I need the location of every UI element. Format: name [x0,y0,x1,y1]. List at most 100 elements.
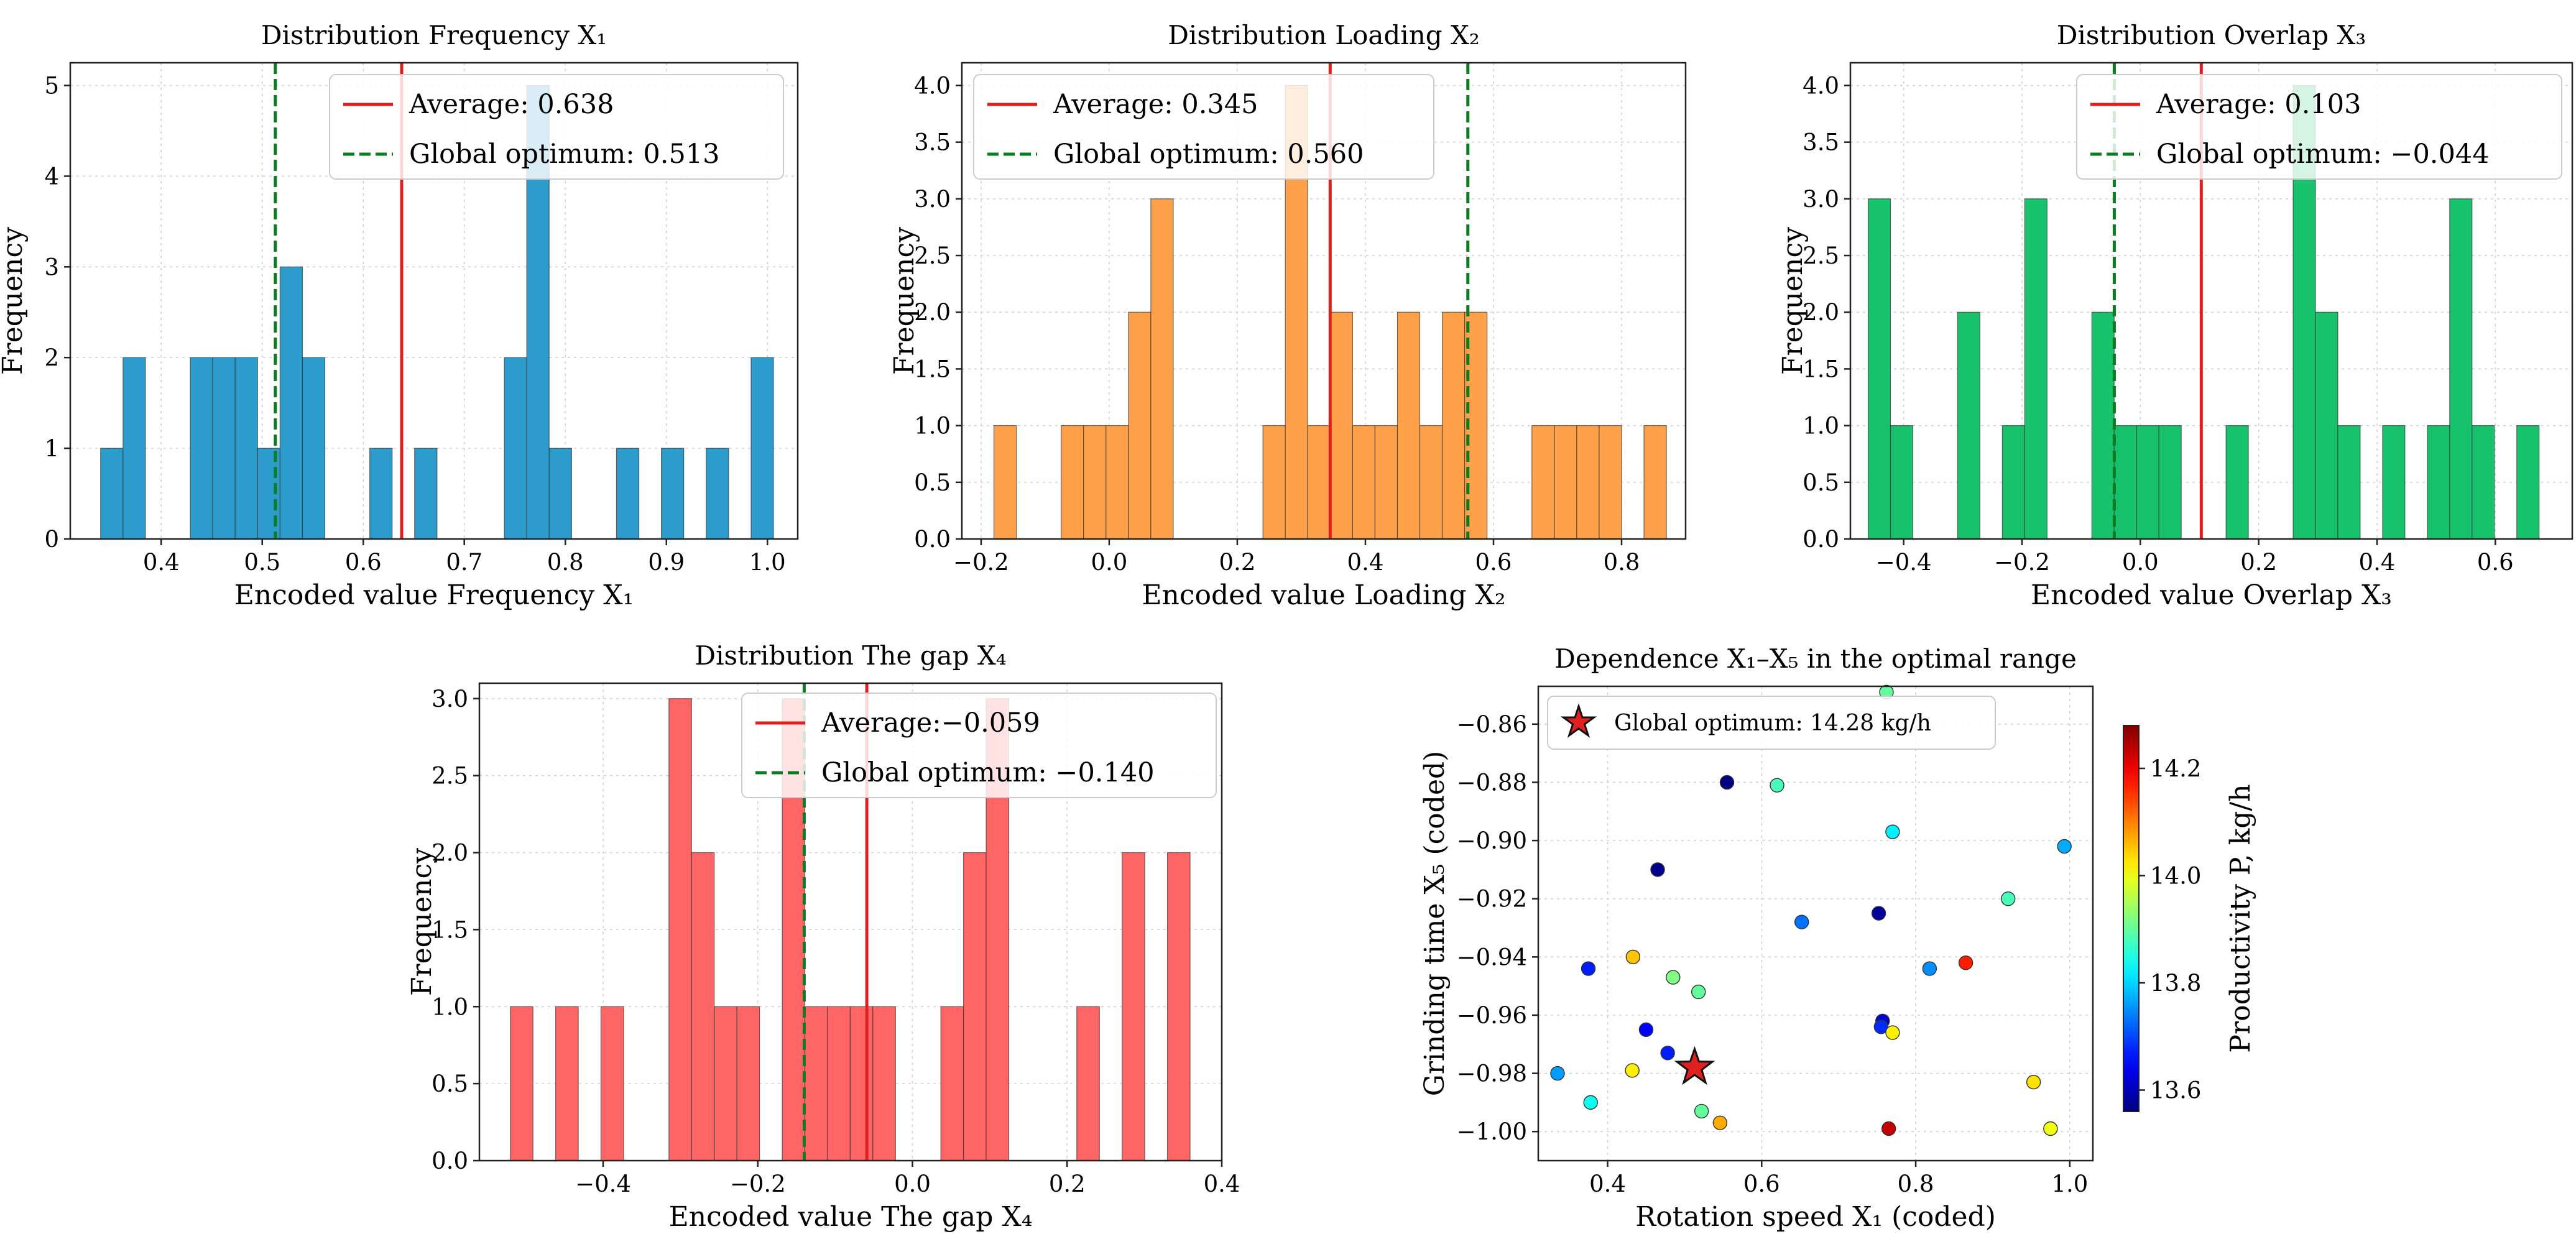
histogram-bar [993,425,1017,540]
chart-panel-5: 0.4 0.6 0.8 1.0 −1.00 −0.98 −0.96 −0.94 −0.92 −0.… [1419,643,2256,1233]
histogram-bar [1329,311,1353,540]
histogram-bar [2472,425,2495,540]
legend-box [741,693,1217,798]
x-tick-label: 0.6 [2477,549,2514,576]
y-axis-label: Grinding time X₅ (coded) [1419,751,1451,1097]
legend-average-label: Average: 0.103 [2156,89,2361,120]
legend-box [1547,696,1996,750]
y-axis-label: Frequency [0,227,29,375]
histogram-bar [1576,425,1600,540]
x-tick-label: 0.4 [1204,1171,1240,1197]
histogram-bar [2158,425,2182,540]
chart-title: Dependence X₁–X₅ in the optimal range [1554,643,2077,674]
histogram-bar [2449,198,2473,540]
histogram-bar [1396,311,1421,540]
colorbar-label: Productivity P, kg/h [2225,784,2256,1052]
y-tick-label: 0.0 [1803,526,1839,553]
y-tick-label: 1.0 [432,993,468,1020]
scatter-point [2043,1121,2058,1136]
legend-box [2076,74,2562,180]
x-tick-label: 0.2 [1219,549,1256,576]
x-tick-label: 0.0 [2122,549,2159,576]
histogram-bar [2382,425,2406,540]
y-tick-label: 5 [44,72,59,99]
y-tick-label: 0.5 [914,469,951,496]
histogram-bar [510,1006,533,1161]
x-tick-label: 0.5 [244,549,280,576]
histogram-bar [691,852,715,1161]
y-tick-label: 2 [44,344,59,371]
histogram-bar [872,1006,896,1161]
histogram-bar [963,852,987,1161]
x-tick-label: −0.2 [1994,549,2050,576]
histogram-bar [827,1006,851,1161]
y-tick-label: 2.5 [432,763,468,790]
scatter-point [1770,778,1784,793]
scatter-point [1583,1095,1598,1110]
colorbar-tick-label: 14.2 [2150,755,2201,782]
histogram-bar [369,448,393,540]
histogram-bar [1262,425,1286,540]
chart-title: Distribution Frequency X₁ [261,20,607,50]
scatter-point [1794,914,1809,929]
y-tick-label: 1 [44,435,59,462]
x-tick-label: 0.6 [1743,1171,1780,1197]
legend: Average: 0.638 Global optimum: 0.513 [329,74,784,180]
y-tick-label: −1.00 [1457,1118,1527,1145]
histogram-bar [1128,311,1152,540]
x-tick-label: 0.9 [648,549,685,576]
y-tick-label: 2.0 [432,840,468,867]
histogram-bar [750,357,774,540]
histogram-bar [122,357,146,540]
histogram-bar [2091,311,2115,540]
x-tick-label: 0.4 [143,549,180,576]
histogram-bar [1531,425,1555,540]
histogram-bar [100,448,124,540]
legend: Average: 0.345 Global optimum: 0.560 [973,74,1434,180]
scatter-point [1638,1022,1654,1038]
x-tick-label: 0.0 [1091,549,1127,576]
x-tick-label: 0.0 [894,1171,931,1197]
histogram-bar [849,1006,874,1161]
x-tick-label: 0.4 [1347,549,1384,576]
histogram-bar [1599,425,1622,540]
y-tick-label: 1.5 [432,916,468,943]
colorbar-tick-label: 14.0 [2150,863,2201,890]
histogram-bar [1867,198,1891,540]
y-tick-label: −0.86 [1457,711,1527,738]
x-tick-label: 0.7 [446,549,482,576]
legend: Average: 0.103 Global optimum: −0.044 [2076,74,2562,180]
colorbar-tick-label: 13.8 [2150,970,2201,997]
histogram-bar [1643,425,1667,540]
histogram-bar [1061,425,1084,540]
histogram-bar [804,1006,828,1161]
scatter-point [1666,970,1681,985]
colorbar-tick-label: 13.6 [2150,1077,2201,1104]
histogram-bar [661,448,685,540]
legend-box [973,74,1434,180]
histogram-bar [2427,425,2450,540]
histogram-bar [234,357,258,540]
scatter-point [1885,824,1900,839]
histogram-bar [279,266,303,540]
histogram-bar [1890,425,1914,540]
histogram-bar [555,1006,579,1161]
scatter-point [1885,1025,1900,1040]
legend-average-label: Average:−0.059 [821,707,1040,739]
histogram-bar [302,357,326,540]
histogram-bar [1352,425,1376,540]
x-tick-label: 0.6 [345,549,382,576]
y-tick-label: −0.92 [1457,886,1527,913]
global-optimum-star [1674,1046,1715,1085]
scatter-point [2026,1074,2041,1090]
scatter-point [1881,1121,1896,1136]
scatter-point [1694,1103,1709,1119]
histogram-bar [706,448,729,540]
histogram-bar [1106,425,1129,540]
chart-title: Distribution The gap X₄ [695,640,1006,671]
y-tick-label: 3.0 [1803,186,1839,213]
y-tick-label: −0.90 [1457,827,1527,854]
chart-title: Distribution Loading X₂ [1168,20,1480,50]
y-tick-label: 3.0 [914,186,951,213]
